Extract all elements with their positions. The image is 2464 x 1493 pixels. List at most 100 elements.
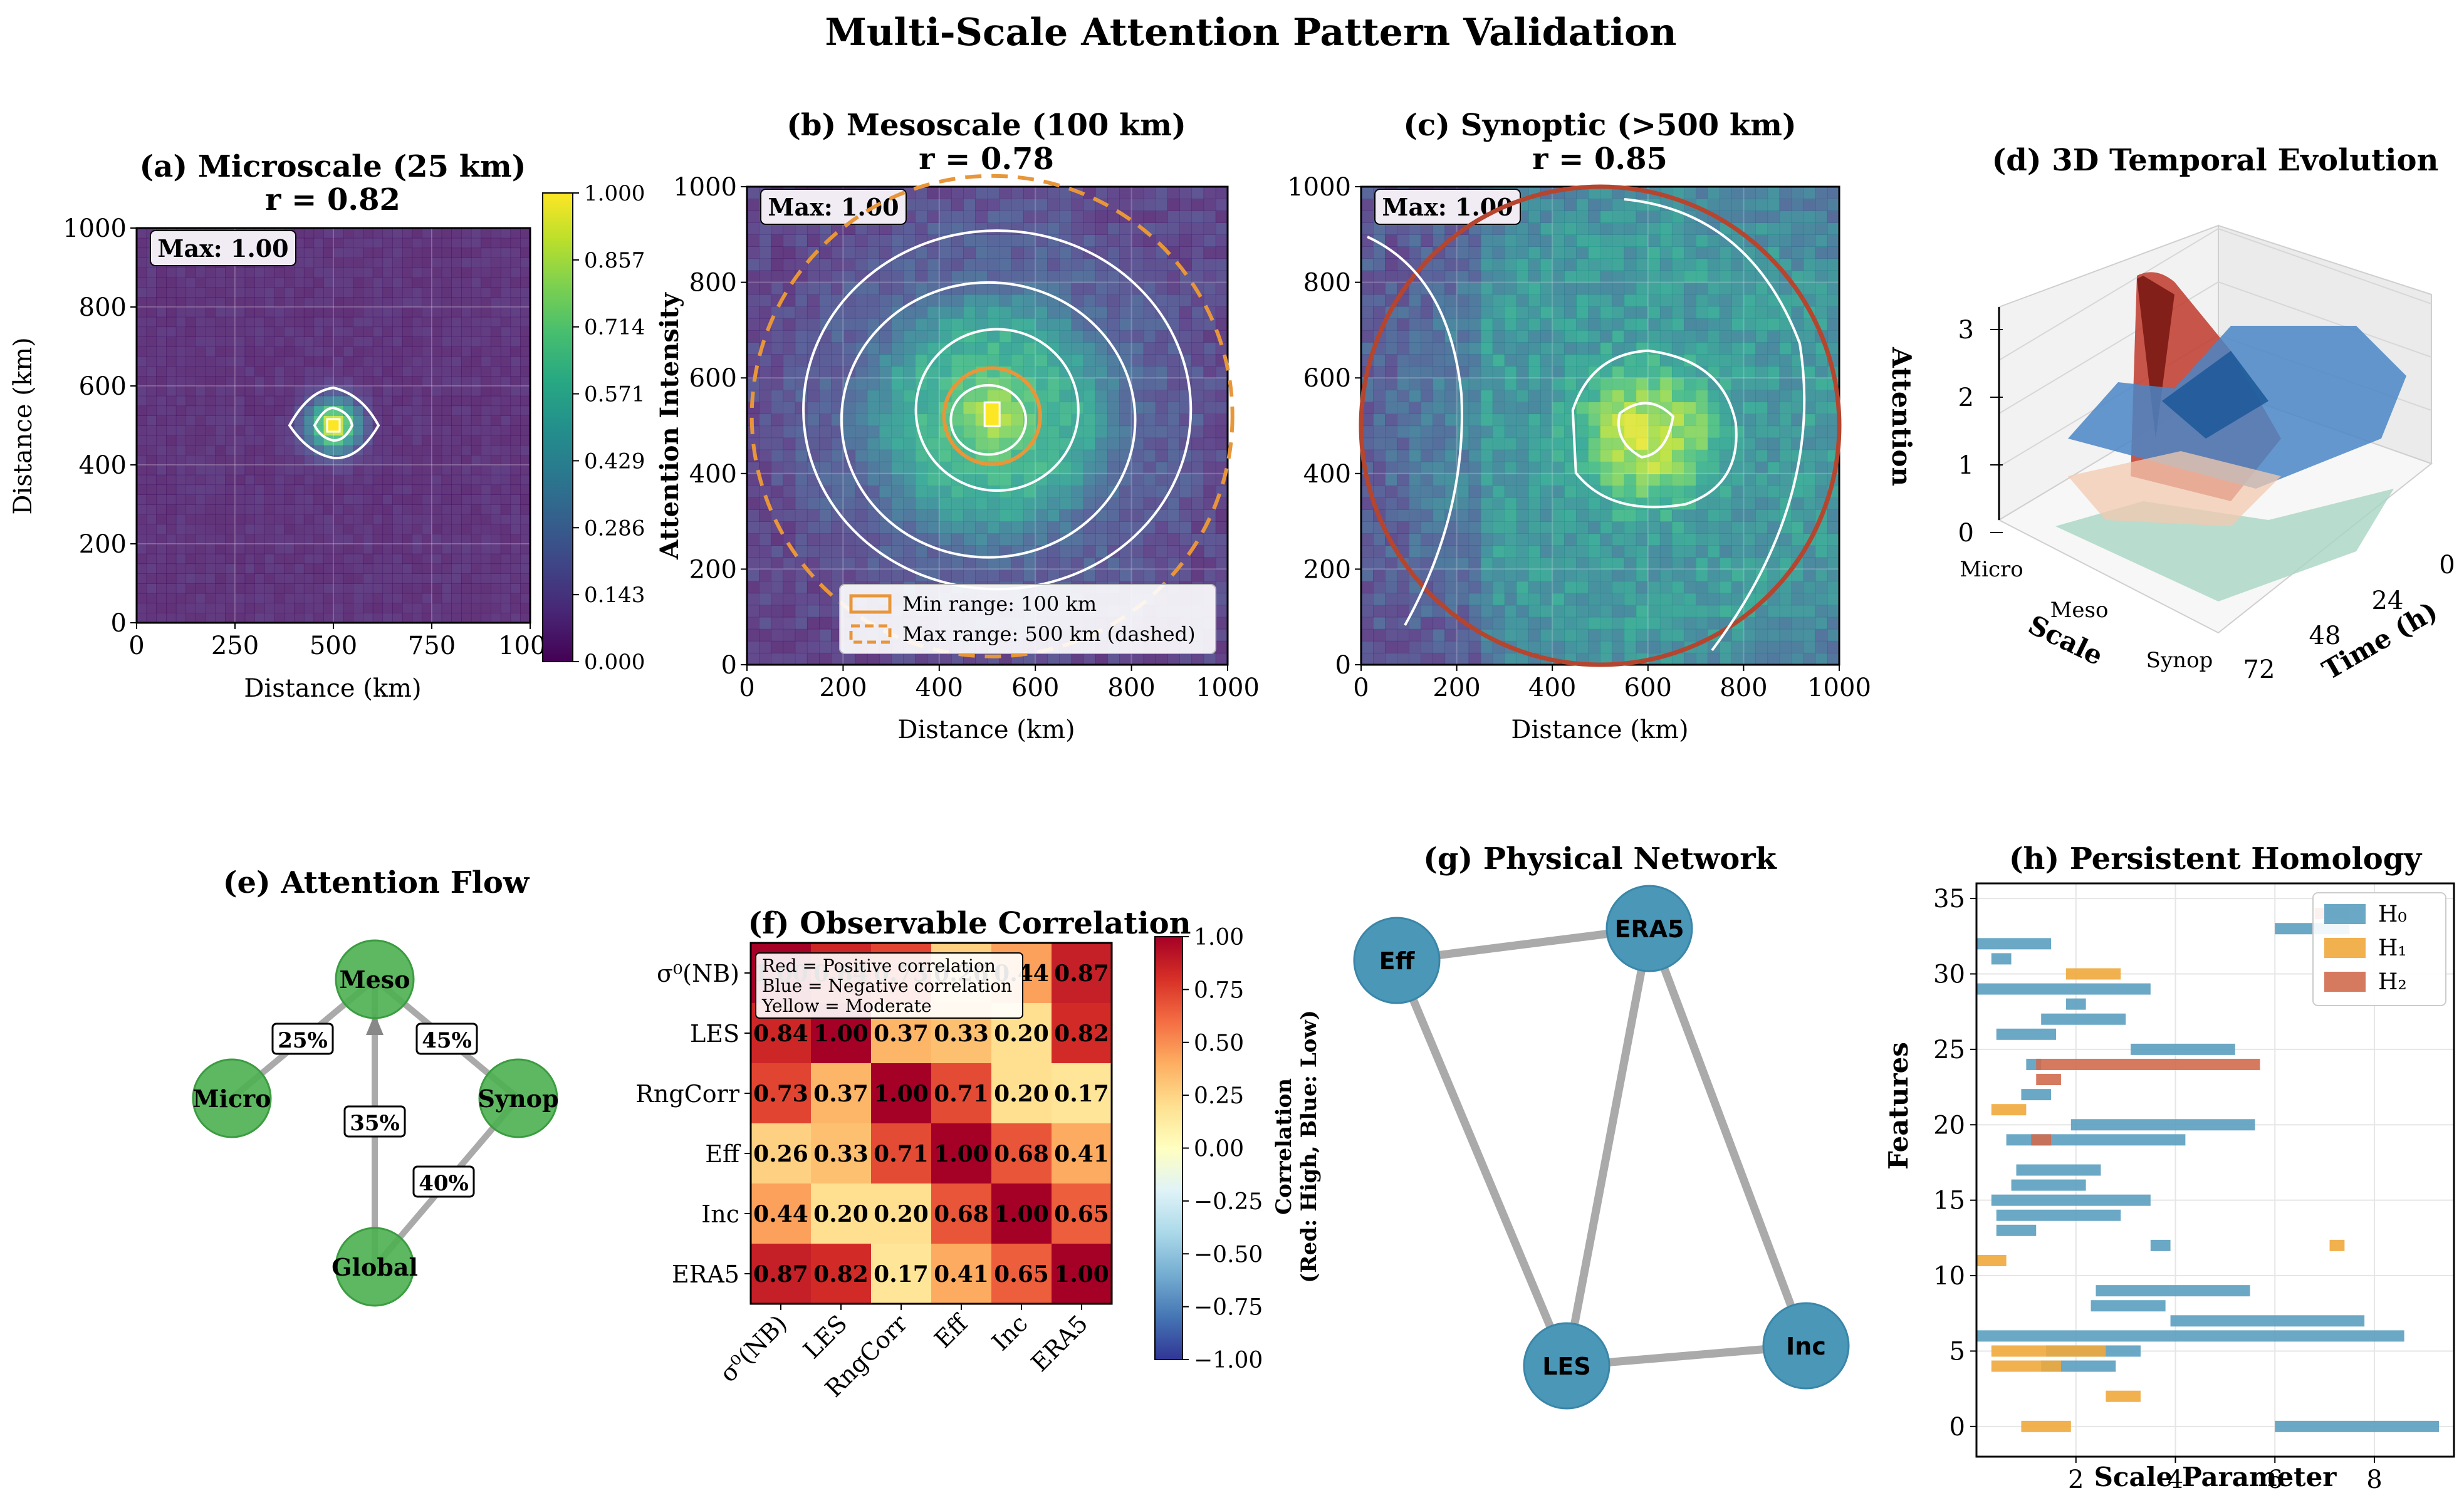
heatmap-cell	[783, 341, 796, 355]
heatmap-cell	[323, 534, 334, 544]
heatmap-cell	[1433, 461, 1446, 474]
heatmap-cell	[1203, 330, 1216, 343]
heatmap-cell	[831, 473, 843, 486]
heatmap-cell	[1143, 390, 1156, 402]
heatmap-cell	[1779, 437, 1792, 450]
heatmap-cell	[441, 326, 452, 337]
heatmap-cell	[1624, 414, 1637, 427]
heatmap-cell	[392, 268, 403, 278]
heatmap-cell	[1167, 258, 1180, 271]
heatmap-cell	[1647, 449, 1661, 462]
heatmap-cell	[939, 652, 952, 665]
heatmap-cell	[156, 287, 167, 298]
heatmap-cell	[1827, 306, 1840, 319]
heatmap-cell	[313, 277, 324, 288]
heatmap-cell	[244, 287, 255, 298]
heatmap-cell	[1203, 473, 1216, 486]
heatmap-cell	[963, 557, 976, 570]
heatmap-cell	[1361, 569, 1374, 582]
heatmap-cell	[461, 514, 472, 525]
heatmap-cell	[1767, 366, 1780, 378]
heatmap-cell	[1564, 414, 1577, 427]
heatmap-cell	[1155, 509, 1168, 522]
heatmap-cell	[303, 613, 315, 623]
heatmap-cell	[1409, 390, 1421, 402]
heatmap-cell	[1119, 306, 1132, 319]
panel-b-subtitle: r = 0.78	[919, 142, 1054, 177]
heatmap-cell	[1385, 640, 1397, 653]
heatmap-cell	[1612, 222, 1625, 235]
heatmap-cell	[196, 435, 206, 446]
heatmap-cell	[1143, 246, 1156, 259]
heatmap-cell	[1540, 199, 1553, 211]
heatmap-cell	[372, 277, 384, 288]
heatmap-cell	[1528, 414, 1541, 427]
heatmap-cell	[244, 376, 255, 387]
heatmap-cell	[1468, 557, 1481, 570]
heatmap-cell	[402, 356, 413, 367]
heatmap-cell	[1659, 414, 1673, 427]
heatmap-cell	[432, 366, 442, 377]
heatmap-cell	[382, 268, 393, 278]
heatmap-cell	[1480, 485, 1493, 498]
heatmap-cell	[1600, 222, 1613, 235]
heatmap-cell	[491, 247, 501, 258]
heatmap-cell	[1444, 222, 1458, 235]
heatmap-cell	[422, 514, 432, 525]
heatmap-cell	[867, 557, 880, 570]
heatmap-cell	[1373, 461, 1386, 474]
heatmap-cell	[146, 563, 157, 574]
heatmap-cell	[1095, 652, 1108, 665]
heatmap-cell	[1143, 533, 1156, 546]
heatmap-cell	[1047, 341, 1060, 355]
heatmap-cell	[254, 524, 265, 534]
heatmap-cell	[284, 534, 295, 544]
heatmap-cell	[1083, 402, 1096, 415]
heatmap-cell	[1516, 545, 1529, 558]
heatmap-cell	[1480, 640, 1493, 653]
heatmap-cell	[1035, 318, 1048, 331]
heatmap-cell	[137, 563, 147, 574]
heatmap-cell	[1011, 246, 1024, 259]
heatmap-cell	[156, 455, 167, 466]
heatmap-cell	[1385, 628, 1397, 642]
heatmap-cell	[1095, 497, 1108, 510]
heatmap-cell	[1059, 461, 1072, 474]
heatmap-cell	[1421, 437, 1434, 450]
heatmap-cell	[987, 521, 1000, 534]
heatmap-cell	[987, 187, 1000, 199]
heatmap-cell	[510, 376, 521, 387]
heatmap-cell	[1624, 557, 1637, 570]
heatmap-cell	[1143, 270, 1156, 283]
heatmap-cell	[1143, 378, 1156, 390]
heatmap-cell	[372, 504, 384, 515]
x-tick-label: 400	[916, 674, 963, 702]
heatmap-cell	[1059, 270, 1072, 283]
heatmap-cell	[927, 199, 940, 211]
heatmap-cell	[254, 593, 265, 604]
heatmap-cell	[963, 473, 976, 486]
heatmap-cell	[1191, 318, 1204, 331]
x-tick-label: 400	[1528, 674, 1576, 702]
heatmap-cell	[1143, 509, 1156, 522]
heatmap-cell	[510, 455, 521, 466]
heatmap-cell	[1552, 581, 1565, 594]
heatmap-cell	[412, 287, 422, 298]
heatmap-cell	[196, 583, 206, 594]
heatmap-cell	[819, 605, 832, 618]
heatmap-cell	[1671, 270, 1684, 283]
heatmap-cell	[1528, 246, 1541, 259]
heatmap-cell	[1143, 569, 1156, 582]
heatmap-cell	[1035, 461, 1048, 474]
heatmap-cell	[1203, 533, 1216, 546]
heatmap-cell	[987, 294, 1000, 307]
heatmap-cells	[747, 187, 1228, 665]
heatmap-cell	[783, 497, 796, 510]
heatmap-cell	[1624, 222, 1637, 235]
heatmap-cell	[1071, 533, 1084, 546]
heatmap-cell	[1179, 282, 1193, 295]
heatmap-cell	[855, 414, 868, 427]
heatmap-cell	[1504, 294, 1517, 307]
heatmap-cell	[1385, 378, 1397, 390]
heatmap-cell	[1095, 461, 1108, 474]
